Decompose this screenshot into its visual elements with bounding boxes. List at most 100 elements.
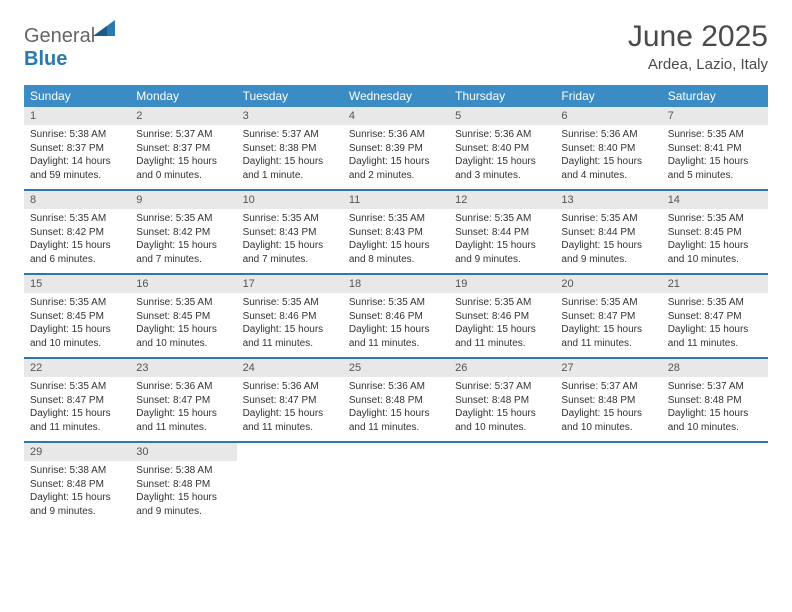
sunset-text: Sunset: 8:43 PM: [349, 226, 443, 240]
day-number: 2: [130, 107, 236, 125]
sunrise-text: Sunrise: 5:36 AM: [243, 380, 337, 394]
daylight-text: Daylight: 15 hours and 11 minutes.: [349, 323, 443, 350]
sunset-text: Sunset: 8:48 PM: [349, 394, 443, 408]
day-number: 16: [130, 275, 236, 293]
day-body: Sunrise: 5:37 AMSunset: 8:38 PMDaylight:…: [237, 125, 343, 188]
day-number: 24: [237, 359, 343, 377]
day-cell: 12Sunrise: 5:35 AMSunset: 8:44 PMDayligh…: [449, 191, 555, 273]
daylight-text: Daylight: 15 hours and 9 minutes.: [136, 491, 230, 518]
sunset-text: Sunset: 8:45 PM: [668, 226, 762, 240]
day-number: 14: [662, 191, 768, 209]
day-cell: 2Sunrise: 5:37 AMSunset: 8:37 PMDaylight…: [130, 107, 236, 189]
logo-text: General Blue: [24, 20, 115, 71]
sunset-text: Sunset: 8:45 PM: [30, 310, 124, 324]
sunset-text: Sunset: 8:42 PM: [30, 226, 124, 240]
sunset-text: Sunset: 8:40 PM: [455, 142, 549, 156]
sunrise-text: Sunrise: 5:37 AM: [668, 380, 762, 394]
daylight-text: Daylight: 15 hours and 10 minutes.: [136, 323, 230, 350]
day-body: Sunrise: 5:35 AMSunset: 8:45 PMDaylight:…: [24, 293, 130, 356]
day-body: Sunrise: 5:35 AMSunset: 8:44 PMDaylight:…: [555, 209, 661, 272]
day-body: Sunrise: 5:35 AMSunset: 8:47 PMDaylight:…: [662, 293, 768, 356]
day-number: 26: [449, 359, 555, 377]
daylight-text: Daylight: 15 hours and 4 minutes.: [561, 155, 655, 182]
daylight-text: Daylight: 15 hours and 10 minutes.: [668, 407, 762, 434]
daylight-text: Daylight: 15 hours and 10 minutes.: [455, 407, 549, 434]
sunset-text: Sunset: 8:46 PM: [455, 310, 549, 324]
daylight-text: Daylight: 15 hours and 9 minutes.: [30, 491, 124, 518]
logo-text-blue: Blue: [24, 48, 67, 70]
day-cell: 1Sunrise: 5:38 AMSunset: 8:37 PMDaylight…: [24, 107, 130, 189]
daylight-text: Daylight: 15 hours and 11 minutes.: [136, 407, 230, 434]
day-body: Sunrise: 5:36 AMSunset: 8:47 PMDaylight:…: [237, 377, 343, 440]
daylight-text: Daylight: 15 hours and 5 minutes.: [668, 155, 762, 182]
sunset-text: Sunset: 8:47 PM: [243, 394, 337, 408]
day-number: 6: [555, 107, 661, 125]
sunset-text: Sunset: 8:46 PM: [349, 310, 443, 324]
day-header-wed: Wednesday: [343, 85, 449, 107]
day-cell: 18Sunrise: 5:35 AMSunset: 8:46 PMDayligh…: [343, 275, 449, 357]
day-body: Sunrise: 5:35 AMSunset: 8:47 PMDaylight:…: [24, 377, 130, 440]
day-number: 20: [555, 275, 661, 293]
day-number: 11: [343, 191, 449, 209]
day-cell: 4Sunrise: 5:36 AMSunset: 8:39 PMDaylight…: [343, 107, 449, 189]
daylight-text: Daylight: 15 hours and 11 minutes.: [30, 407, 124, 434]
sunrise-text: Sunrise: 5:35 AM: [561, 296, 655, 310]
day-cell: 23Sunrise: 5:36 AMSunset: 8:47 PMDayligh…: [130, 359, 236, 441]
sunset-text: Sunset: 8:39 PM: [349, 142, 443, 156]
sunrise-text: Sunrise: 5:35 AM: [668, 296, 762, 310]
day-number: 15: [24, 275, 130, 293]
day-cell: [662, 443, 768, 525]
daylight-text: Daylight: 15 hours and 11 minutes.: [455, 323, 549, 350]
day-body: Sunrise: 5:35 AMSunset: 8:46 PMDaylight:…: [237, 293, 343, 356]
day-body: Sunrise: 5:35 AMSunset: 8:41 PMDaylight:…: [662, 125, 768, 188]
week-row: 29Sunrise: 5:38 AMSunset: 8:48 PMDayligh…: [24, 443, 768, 525]
day-cell: [449, 443, 555, 525]
sunrise-text: Sunrise: 5:35 AM: [243, 212, 337, 226]
day-body: Sunrise: 5:35 AMSunset: 8:46 PMDaylight:…: [449, 293, 555, 356]
day-body: Sunrise: 5:35 AMSunset: 8:45 PMDaylight:…: [662, 209, 768, 272]
day-body: Sunrise: 5:38 AMSunset: 8:48 PMDaylight:…: [24, 461, 130, 524]
day-cell: 26Sunrise: 5:37 AMSunset: 8:48 PMDayligh…: [449, 359, 555, 441]
day-number: 27: [555, 359, 661, 377]
weeks-container: 1Sunrise: 5:38 AMSunset: 8:37 PMDaylight…: [24, 107, 768, 525]
day-body: Sunrise: 5:35 AMSunset: 8:46 PMDaylight:…: [343, 293, 449, 356]
sunrise-text: Sunrise: 5:37 AM: [243, 128, 337, 142]
sunrise-text: Sunrise: 5:35 AM: [30, 212, 124, 226]
day-number: 21: [662, 275, 768, 293]
day-body: Sunrise: 5:36 AMSunset: 8:47 PMDaylight:…: [130, 377, 236, 440]
day-body: Sunrise: 5:35 AMSunset: 8:43 PMDaylight:…: [343, 209, 449, 272]
sunset-text: Sunset: 8:42 PM: [136, 226, 230, 240]
daylight-text: Daylight: 15 hours and 0 minutes.: [136, 155, 230, 182]
day-cell: 8Sunrise: 5:35 AMSunset: 8:42 PMDaylight…: [24, 191, 130, 273]
sunset-text: Sunset: 8:48 PM: [455, 394, 549, 408]
calendar: Sunday Monday Tuesday Wednesday Thursday…: [24, 85, 768, 525]
daylight-text: Daylight: 15 hours and 2 minutes.: [349, 155, 443, 182]
day-number: 18: [343, 275, 449, 293]
sunrise-text: Sunrise: 5:35 AM: [136, 212, 230, 226]
day-body: Sunrise: 5:36 AMSunset: 8:40 PMDaylight:…: [555, 125, 661, 188]
sunrise-text: Sunrise: 5:35 AM: [243, 296, 337, 310]
sunset-text: Sunset: 8:41 PM: [668, 142, 762, 156]
day-cell: 11Sunrise: 5:35 AMSunset: 8:43 PMDayligh…: [343, 191, 449, 273]
week-row: 22Sunrise: 5:35 AMSunset: 8:47 PMDayligh…: [24, 359, 768, 443]
day-cell: 25Sunrise: 5:36 AMSunset: 8:48 PMDayligh…: [343, 359, 449, 441]
logo-triangle-icon: [93, 20, 115, 36]
daylight-text: Daylight: 15 hours and 10 minutes.: [30, 323, 124, 350]
sunset-text: Sunset: 8:47 PM: [668, 310, 762, 324]
sunset-text: Sunset: 8:48 PM: [668, 394, 762, 408]
sunset-text: Sunset: 8:47 PM: [136, 394, 230, 408]
sunrise-text: Sunrise: 5:35 AM: [30, 296, 124, 310]
sunrise-text: Sunrise: 5:36 AM: [349, 128, 443, 142]
day-header-tue: Tuesday: [237, 85, 343, 107]
day-cell: 29Sunrise: 5:38 AMSunset: 8:48 PMDayligh…: [24, 443, 130, 525]
day-cell: 10Sunrise: 5:35 AMSunset: 8:43 PMDayligh…: [237, 191, 343, 273]
day-body: Sunrise: 5:36 AMSunset: 8:39 PMDaylight:…: [343, 125, 449, 188]
location: Ardea, Lazio, Italy: [628, 56, 768, 73]
day-number: 4: [343, 107, 449, 125]
daylight-text: Daylight: 15 hours and 6 minutes.: [30, 239, 124, 266]
sunrise-text: Sunrise: 5:38 AM: [136, 464, 230, 478]
sunset-text: Sunset: 8:37 PM: [136, 142, 230, 156]
sunrise-text: Sunrise: 5:36 AM: [136, 380, 230, 394]
sunset-text: Sunset: 8:44 PM: [561, 226, 655, 240]
day-header-sat: Saturday: [662, 85, 768, 107]
